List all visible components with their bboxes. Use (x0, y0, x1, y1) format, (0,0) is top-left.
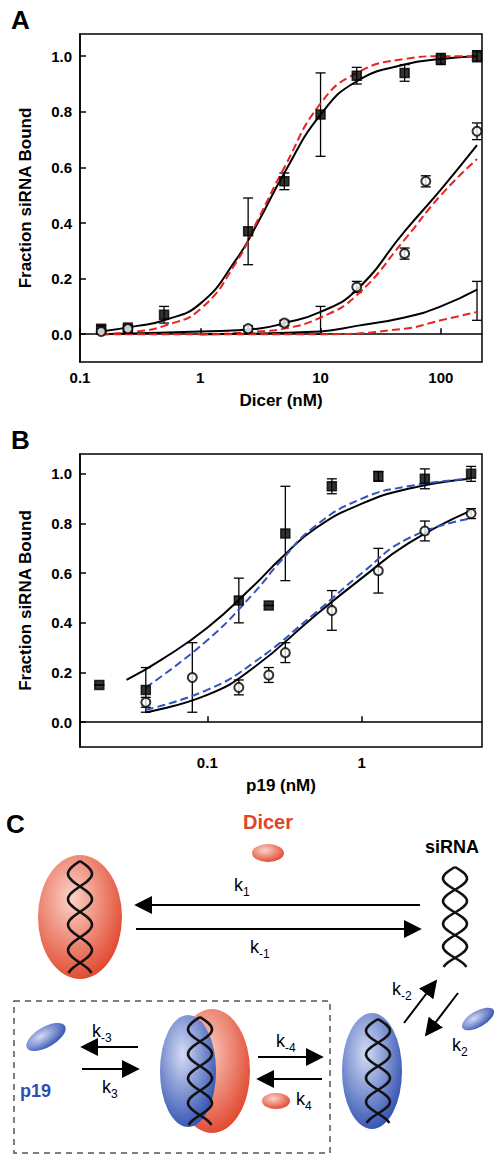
svg-text:p19 (nM): p19 (nM) (246, 776, 316, 795)
svg-text:k-2: k-2 (392, 979, 412, 1003)
svg-text:1.0: 1.0 (51, 465, 72, 482)
svg-text:100: 100 (428, 369, 453, 386)
svg-text:0.1: 0.1 (197, 754, 218, 771)
svg-text:1: 1 (196, 369, 204, 386)
svg-text:0.8: 0.8 (51, 515, 72, 532)
svg-text:k-1: k-1 (250, 937, 270, 961)
svg-text:k1: k1 (234, 875, 250, 899)
svg-text:0.4: 0.4 (51, 215, 73, 232)
svg-text:0.4: 0.4 (51, 614, 73, 631)
svg-text:C: C (6, 809, 25, 839)
svg-text:0.0: 0.0 (51, 714, 72, 731)
svg-text:A: A (11, 5, 30, 35)
svg-text:k4: k4 (296, 1089, 312, 1113)
svg-text:k2: k2 (452, 1035, 468, 1059)
svg-text:0.8: 0.8 (51, 103, 72, 120)
svg-text:Fraction siRNA Bound: Fraction siRNA Bound (16, 108, 35, 289)
svg-text:0.0: 0.0 (51, 326, 72, 343)
svg-text:B: B (11, 425, 30, 455)
svg-text:Dicer (nM): Dicer (nM) (239, 391, 322, 410)
svg-text:1: 1 (358, 754, 366, 771)
svg-text:0.1: 0.1 (70, 369, 91, 386)
svg-text:k-3: k-3 (92, 1021, 112, 1045)
svg-text:k3: k3 (102, 1077, 118, 1101)
svg-text:Dicer: Dicer (243, 811, 293, 833)
svg-text:p19: p19 (20, 1081, 51, 1101)
svg-text:0.2: 0.2 (51, 664, 72, 681)
svg-text:0.6: 0.6 (51, 159, 72, 176)
svg-text:Fraction siRNA Bound: Fraction siRNA Bound (16, 510, 35, 691)
svg-text:1.0: 1.0 (51, 48, 72, 65)
svg-text:siRNA: siRNA (425, 837, 479, 857)
svg-text:0.6: 0.6 (51, 565, 72, 582)
svg-text:0.2: 0.2 (51, 270, 72, 287)
svg-text:k-4: k-4 (276, 1031, 296, 1055)
svg-text:10: 10 (312, 369, 329, 386)
